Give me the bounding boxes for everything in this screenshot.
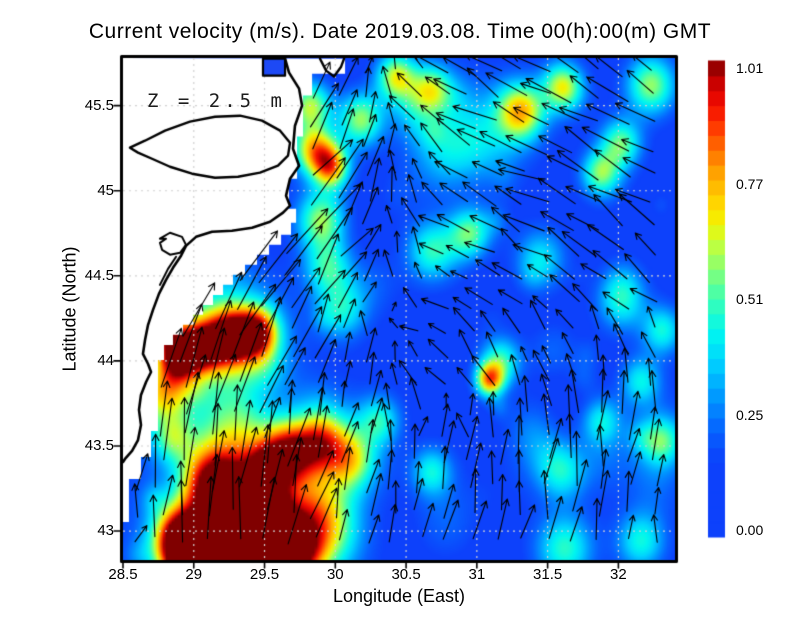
chart-title: Current velocity (m/s). Date 2019.03.08.…: [88, 20, 712, 43]
x-tick-label: 31.5: [533, 566, 563, 583]
x-tick-label: 29.5: [249, 566, 280, 583]
colorbar-tick-label: 0.51: [736, 291, 764, 307]
y-tick-label: 44.5: [84, 266, 114, 284]
x-tick-label: 30: [326, 566, 344, 583]
colorbar-tick-label: 0.25: [736, 406, 764, 423]
x-tick-label: 30.5: [391, 566, 421, 583]
y-tick-label: 45.5: [84, 96, 114, 114]
depth-annotation: Z = 2.5 m: [147, 90, 286, 112]
y-tick-label: 45: [97, 181, 114, 199]
x-tick-label: 29: [185, 566, 203, 583]
y-tick-label: 43.5: [84, 436, 114, 454]
colorbar-tick-label: 0.00: [736, 522, 764, 538]
x-tick-label: 31: [468, 566, 486, 583]
x-tick-label: 32: [610, 566, 627, 583]
x-tick-label: 28.5: [108, 566, 138, 583]
colorbar-tick-label: 0.77: [736, 175, 764, 192]
colorbar-tick-label: 1.01: [736, 60, 764, 76]
y-tick-label: 44: [97, 351, 114, 369]
x-axis-title: Longitude (East): [332, 586, 466, 606]
y-tick-label: 43: [97, 522, 114, 540]
